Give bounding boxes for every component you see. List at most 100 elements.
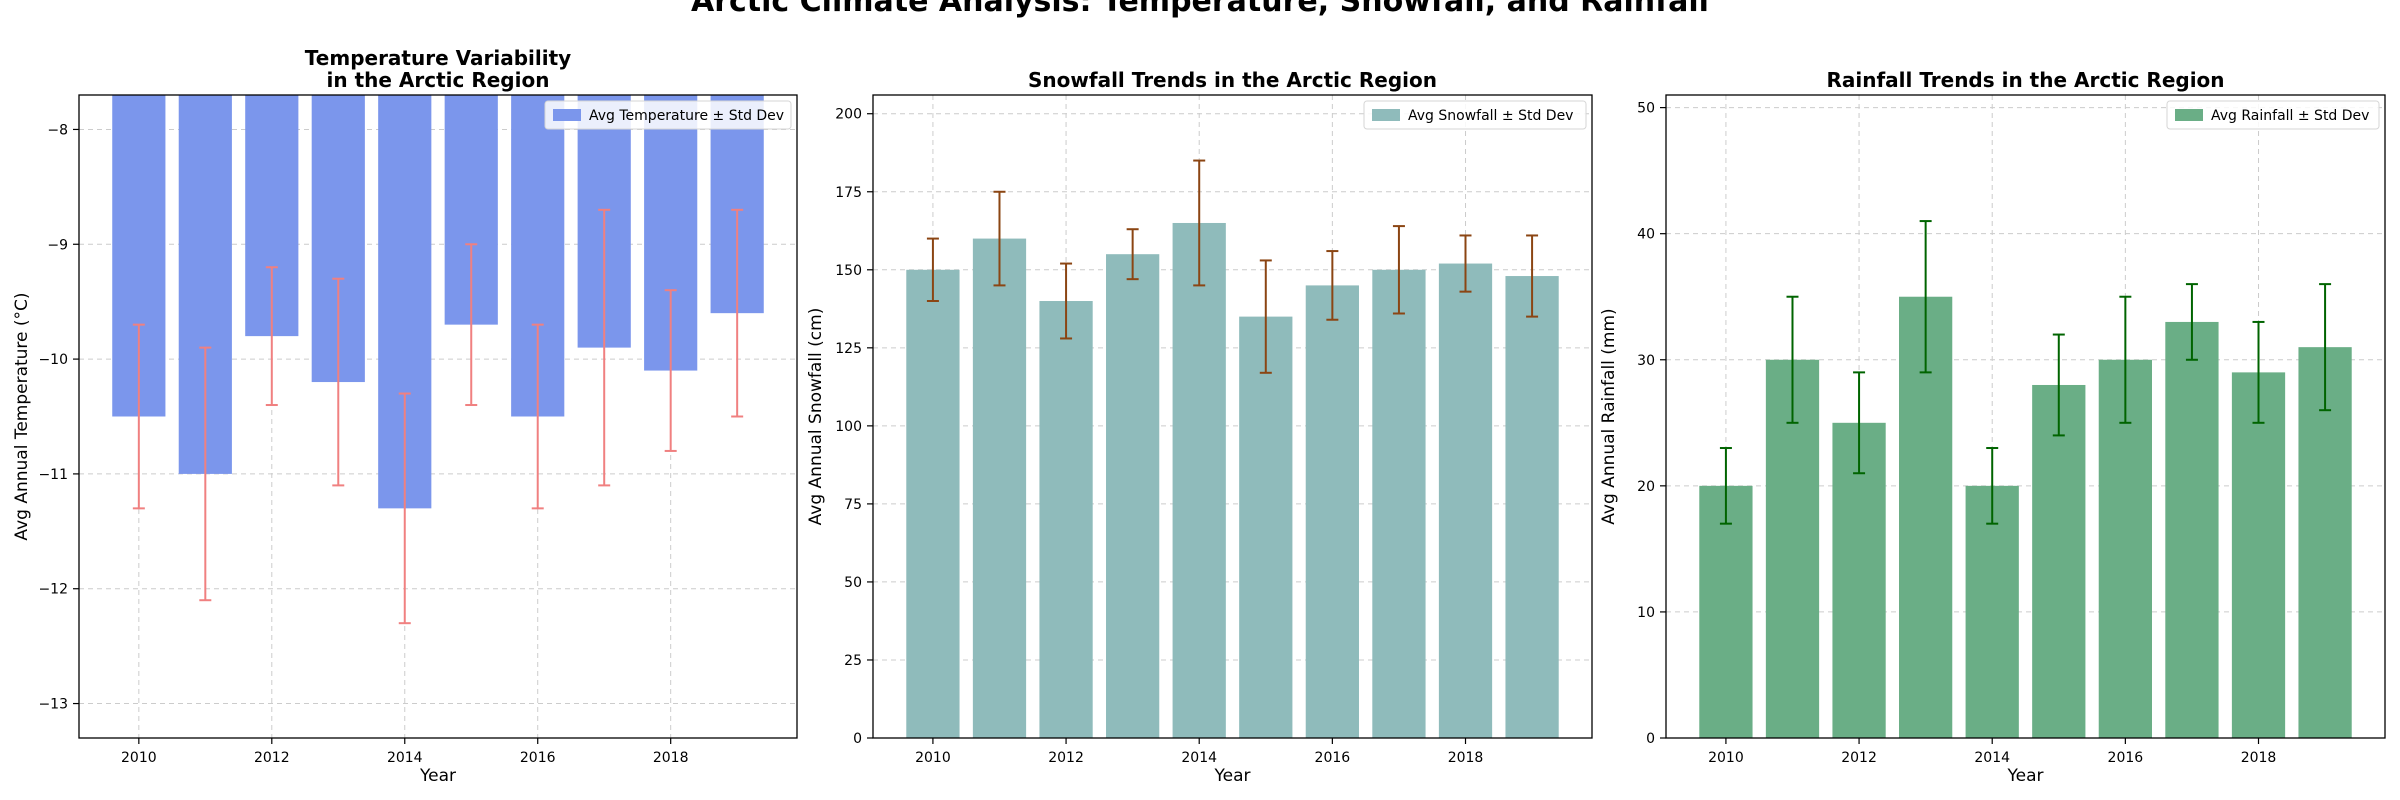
legend-swatch [2175,109,2203,121]
y-tick-label: 0 [853,731,862,747]
x-tick-label: 2016 [1315,750,1351,766]
legend-label: Avg Temperature ± Std Dev [589,108,784,124]
legend-box [544,100,792,130]
temperature-bars [112,95,764,509]
legend-swatch [553,109,581,121]
snowfall-bar-2012 [1039,301,1093,738]
rainfall-bar-2012 [1832,422,1886,738]
rainfall-bar-2017 [2165,321,2219,738]
temperature-x-axis-label: Year [419,766,456,786]
legend-label: Avg Rainfall ± Std Dev [2211,108,2369,124]
y-tick-label: −11 [38,467,68,483]
temperature-error-bar-2015 [465,243,478,407]
y-tick-label: 25 [844,653,862,669]
y-tick-label: 50 [844,575,862,591]
rainfall-error-bar-2017 [2185,283,2198,361]
rainfall-x-axis-label: Year [2007,766,2044,786]
temperature-error-bar-2018 [664,289,677,452]
temperature-error-bar-2017 [598,208,611,487]
temperature-chart-title: Temperature Variability in the Arctic Reg… [305,46,571,92]
snowfall-legend: Avg Snowfall ± Std Dev [1363,100,1587,130]
snowfall-error-bar-2019 [1526,234,1539,318]
y-tick-label: −9 [47,237,68,253]
snowfall-bar-2014 [1172,222,1226,738]
x-tick-label: 2014 [1974,750,2010,766]
x-tick-label: 2016 [2108,750,2144,766]
y-tick-label: 30 [1637,353,1655,369]
snowfall-error-bar-2014 [1193,159,1206,287]
y-tick-label: 10 [1637,605,1655,621]
temperature-chart: 2010 2012 2014 2016 2018 −13 −12 −11 −10 −9 −8 Year… [12,46,798,786]
snowfall-bar-2010 [906,269,960,738]
snowfall-error-bar-2012 [1060,262,1073,340]
y-tick-label: 40 [1637,227,1655,243]
snowfall-error-bar-2018 [1459,234,1472,293]
snowfall-error-bar-2011 [993,190,1006,287]
snowfall-bar-2018 [1438,263,1493,738]
legend-swatch [1372,109,1400,121]
y-tick-label: 75 [844,497,862,513]
y-tick-label: −13 [38,697,68,713]
rainfall-error-bar-2015 [2052,333,2065,437]
temperature-error-bar-2014 [398,392,411,625]
snowfall-bar-2015 [1239,316,1293,738]
temperature-error-bar-2013 [332,277,345,487]
x-tick-label: 2010 [1708,750,1744,766]
snowfall-axes-frame [872,94,1593,739]
snowfall-x-axis-label: Year [1214,766,1251,786]
snowfall-bar-2016 [1305,285,1359,738]
legend-label: Avg Snowfall ± Std Dev [1408,108,1573,124]
rainfall-y-axis-label: Avg Annual Rainfall (mm) [1599,308,1619,524]
temperature-error-bar-2011 [199,346,212,602]
title-line: Rainfall Trends in the Arctic Region [1826,68,2224,92]
legend-box [2166,100,2380,130]
snowfall-error-bar-2015 [1259,259,1272,374]
rainfall-error-bar-2012 [1853,371,1866,475]
legend-box [1363,100,1587,130]
x-tick-label: 2018 [653,750,689,766]
rainfall-error-bar-2013 [1919,220,1932,374]
rainfall-bar-2015 [2032,384,2086,738]
y-tick-label: −8 [47,122,68,138]
rainfall-error-bar-2010 [1719,447,1732,525]
temperature-legend: Avg Temperature ± Std Dev [544,100,792,130]
snowfall-chart: 2010 2012 2014 2016 2018 0 25 50 75 100 125 150 175 2… [806,68,1593,786]
y-tick-label: 100 [835,419,862,435]
x-tick-label: 2016 [520,750,556,766]
temperature-error-bar-2010 [132,323,145,510]
snowfall-error-bar-2013 [1126,228,1139,281]
rainfall-bar-2014 [1965,485,2019,738]
y-tick-label: 200 [835,107,862,123]
rainfall-error-bar-2011 [1786,295,1799,424]
y-tick-label: −12 [38,582,68,598]
snowfall-y-axis-label: Avg Annual Snowfall (cm) [806,308,826,526]
x-tick-label: 2014 [1181,750,1217,766]
rainfall-error-bar-2019 [2319,283,2332,412]
snowfall-bars [906,222,1559,738]
rainfall-chart-title: Rainfall Trends in the Arctic Region [1826,68,2224,92]
snowfall-chart-title: Snowfall Trends in the Arctic Region [1028,68,1437,92]
y-tick-label: 0 [1646,731,1655,747]
snowfall-error-bar-2016 [1326,250,1339,321]
rainfall-legend: Avg Rainfall ± Std Dev [2166,100,2380,130]
temperature-axes-frame [78,94,798,739]
x-tick-label: 2012 [1841,750,1877,766]
rainfall-bar-2018 [2231,372,2286,738]
title-line: in the Arctic Region [327,68,550,92]
rainfall-bars [1699,296,2352,738]
x-tick-label: 2010 [915,750,951,766]
x-tick-label: 2018 [1448,750,1484,766]
rainfall-chart: 2010 2012 2014 2016 2018 0 10 20 30 40 50 Year Avg A… [1599,68,2386,786]
y-tick-label: 125 [835,341,862,357]
rainfall-axes-frame [1665,94,2386,739]
y-tick-label: 175 [835,185,862,201]
snowfall-error-bar-2017 [1392,225,1405,315]
rainfall-error-bar-2016 [2119,295,2132,424]
y-tick-label: 50 [1637,101,1655,117]
temperature-error-bar-2016 [531,323,544,510]
temperature-y-axis-label: Avg Annual Temperature (°C) [12,292,32,540]
title-line: Snowfall Trends in the Arctic Region [1028,68,1437,92]
figure-suptitle: Arctic Climate Analysis: Temperature, Sn… [691,0,1709,19]
snowfall-bar-2013 [1106,254,1160,738]
